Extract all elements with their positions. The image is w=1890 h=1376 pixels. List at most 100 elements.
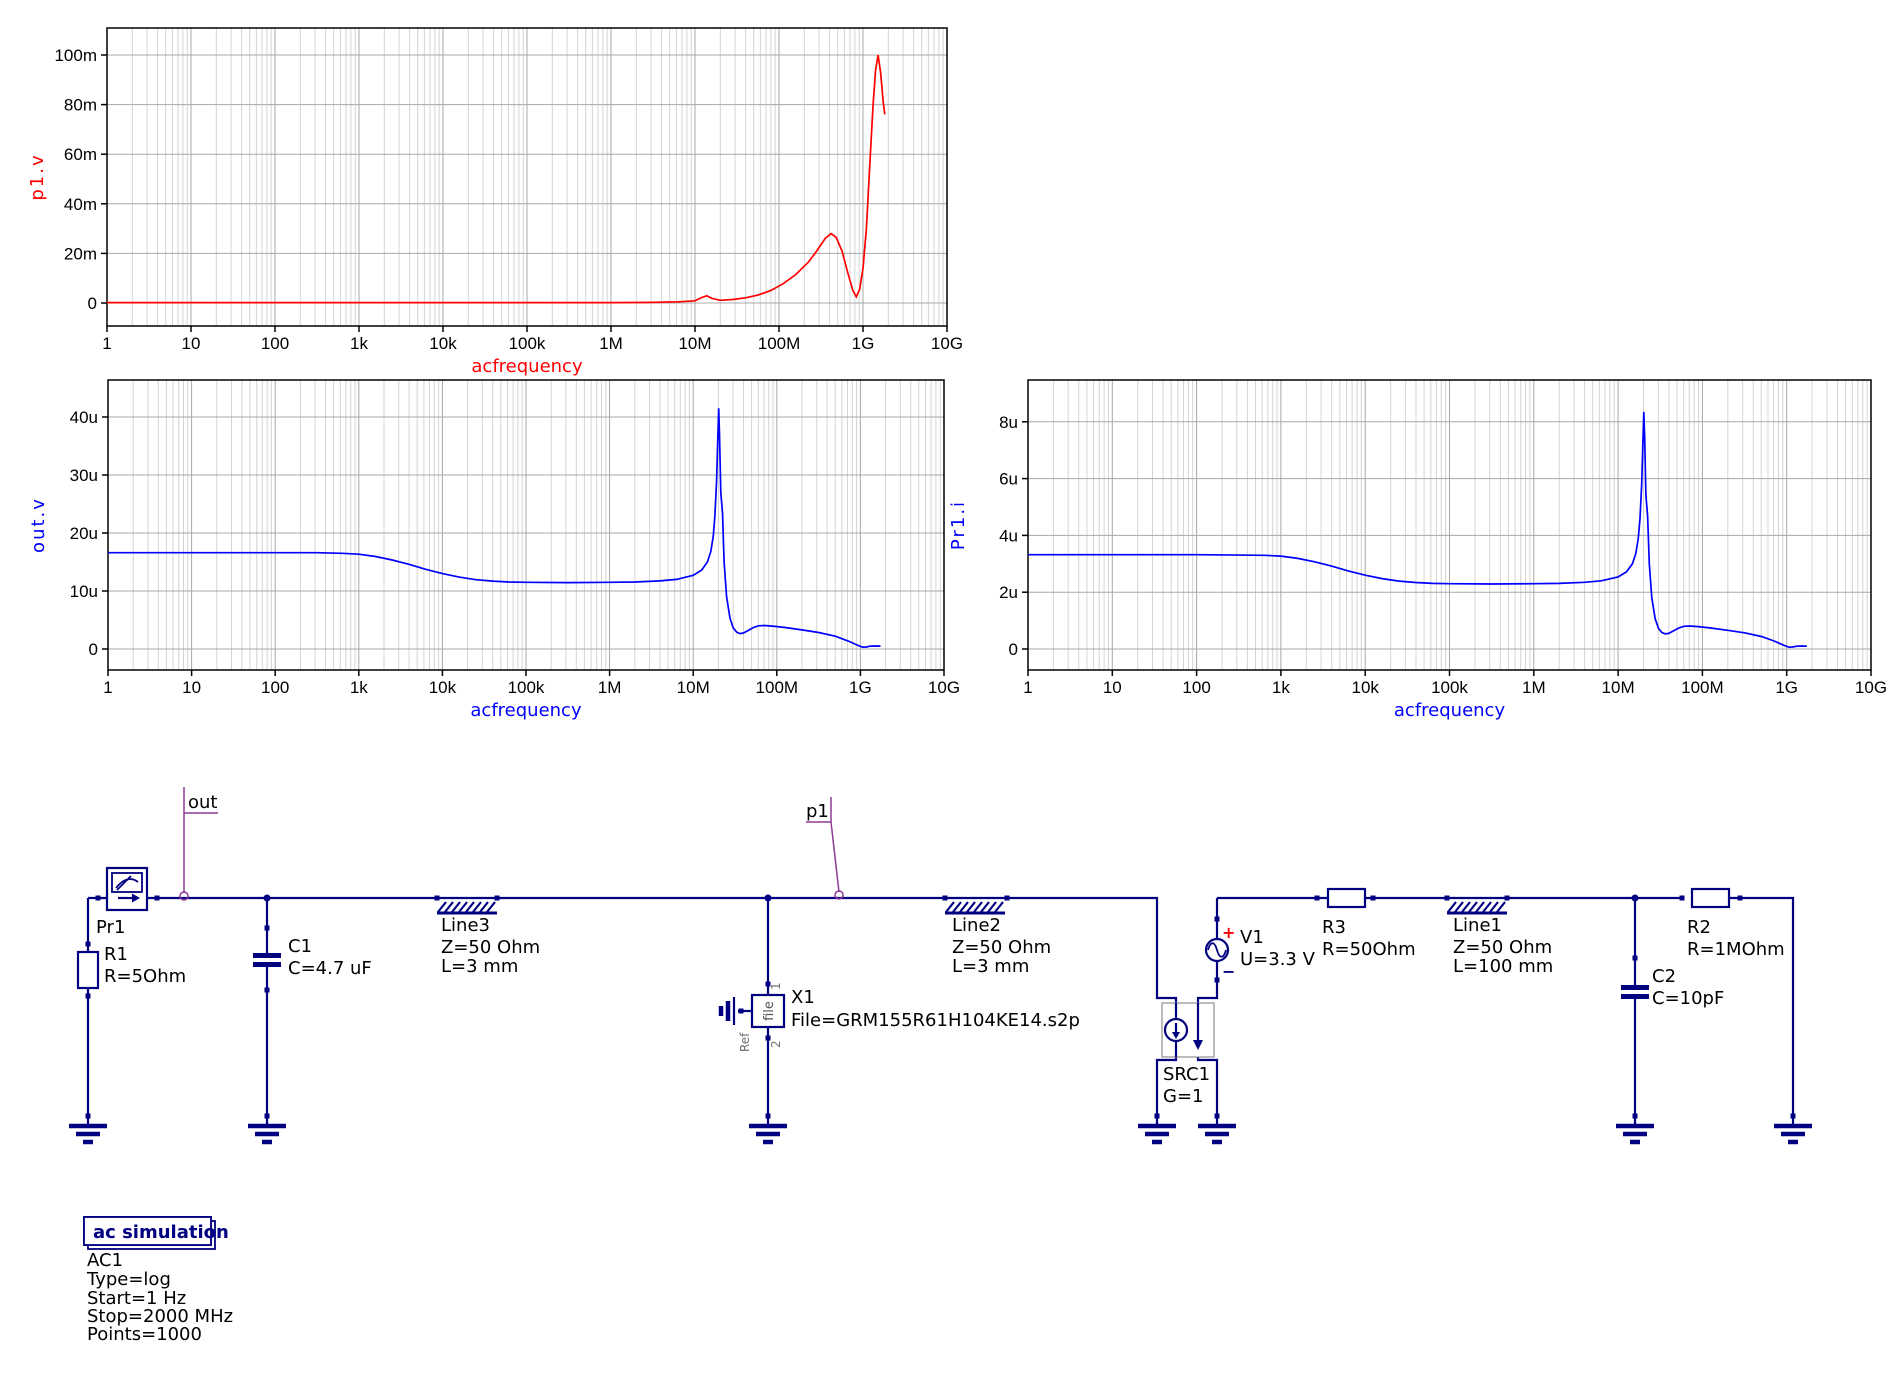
line1-z[interactable]: Z=50 Ohm — [1453, 937, 1552, 958]
line2-l[interactable]: L=3 mm — [952, 956, 1029, 977]
ground-icon[interactable] — [1138, 1114, 1176, 1143]
sim-line-type[interactable]: Type=log — [86, 1269, 171, 1290]
pin-marker — [434, 895, 440, 901]
y-tick-label: 40u — [70, 408, 98, 427]
line3-l[interactable]: L=3 mm — [441, 956, 518, 977]
wire-src1-right-gnd[interactable] — [1196, 1057, 1219, 1116]
net-label-out[interactable]: out — [179, 787, 218, 901]
component-src1[interactable]: SRC1 G=1 — [1161, 1002, 1215, 1107]
ground-icon[interactable] — [69, 1114, 107, 1143]
wire-v1-bottom[interactable] — [1196, 961, 1219, 1003]
src1-value[interactable]: G=1 — [1163, 1086, 1203, 1107]
transmission-line-icon[interactable] — [435, 900, 499, 915]
pr1-label[interactable]: Pr1 — [96, 917, 125, 938]
ground-icon[interactable] — [1616, 1114, 1654, 1143]
plot-outv[interactable]: 1 10 100 1k 10k 100k 1M 10M 100M 1G 10G 0 10u 20u 30u 4… — [28, 379, 960, 721]
c2-value[interactable]: C=10pF — [1652, 988, 1724, 1009]
pin-marker — [1370, 895, 1376, 901]
sim-box-front — [83, 1216, 212, 1246]
pin-marker — [1679, 895, 1685, 901]
y-tick-label: 0 — [88, 294, 97, 313]
line1-l[interactable]: L=100 mm — [1453, 956, 1553, 977]
x-tick-label: 100M — [758, 334, 801, 353]
component-v1[interactable]: + − V1 U=3.3 V — [1204, 923, 1316, 981]
x1-label[interactable]: X1 — [791, 987, 815, 1008]
component-r2[interactable]: R2 R=1MOhm — [1687, 887, 1785, 960]
junction-dot — [764, 894, 772, 902]
component-pr1[interactable]: Pr1 — [96, 866, 149, 938]
line3-z[interactable]: Z=50 Ohm — [441, 937, 540, 958]
transmission-line-icon[interactable] — [1445, 900, 1509, 915]
x-tick-label: 1M — [598, 678, 622, 697]
sim-title[interactable]: ac simulation — [93, 1222, 229, 1243]
y-tick-label: 60m — [64, 145, 97, 164]
component-r1[interactable]: R1 R=5Ohm — [76, 944, 186, 990]
sim-line-ac1[interactable]: AC1 — [87, 1250, 123, 1271]
component-x1[interactable]: file 1 2 Ref X1 File=GRM155R61H104KE14.s… — [718, 982, 1080, 1052]
r3-label[interactable]: R3 — [1322, 917, 1346, 938]
line1-label[interactable]: Line1 — [1453, 915, 1502, 936]
pin-marker — [942, 895, 948, 901]
wire-main[interactable] — [88, 896, 1178, 1003]
c1-label[interactable]: C1 — [288, 936, 312, 957]
x-tick-label: 100M — [756, 678, 799, 697]
r1-label[interactable]: R1 — [104, 944, 128, 965]
src1-label[interactable]: SRC1 — [1163, 1064, 1210, 1085]
r1-value[interactable]: R=5Ohm — [104, 966, 186, 987]
c2-label[interactable]: C2 — [1652, 966, 1676, 987]
resistor-icon[interactable] — [76, 950, 100, 990]
ground-icon[interactable] — [248, 1114, 286, 1143]
sim-line-start[interactable]: Start=1 Hz — [87, 1288, 186, 1309]
plot-pr1i[interactable]: 1 10 100 1k 10k 100k 1M 10M 100M 1G 10G 0 2u 4u 6u 8u ac… — [948, 379, 1887, 721]
r2-label[interactable]: R2 — [1687, 917, 1711, 938]
y-tick-label: 80m — [64, 96, 97, 115]
wire-src1-left-gnd[interactable] — [1155, 1057, 1178, 1116]
resistor-icon[interactable] — [1326, 887, 1367, 909]
x-tick-label: 1 — [102, 334, 111, 353]
component-c1[interactable]: C1 C=4.7 uF — [253, 936, 372, 979]
wire-r2-right[interactable] — [1729, 896, 1795, 1116]
wires[interactable] — [86, 896, 1795, 1116]
x-tick-label: 1G — [852, 334, 875, 353]
out-net-label[interactable]: out — [188, 792, 217, 813]
y-axis-label: out.v — [28, 497, 49, 553]
component-line2[interactable]: Line2 Z=50 Ohm L=3 mm — [943, 900, 1051, 977]
capacitor-icon[interactable] — [1621, 985, 1649, 999]
component-line1[interactable]: Line1 Z=50 Ohm L=100 mm — [1445, 900, 1553, 977]
component-c2[interactable]: C2 C=10pF — [1621, 966, 1724, 1009]
p1-net-label[interactable]: p1 — [806, 801, 829, 822]
net-label-p1[interactable]: p1 — [806, 797, 844, 900]
y-tick-label: 100m — [54, 46, 97, 65]
ground-icon[interactable] — [749, 1114, 787, 1143]
ammeter-icon[interactable] — [105, 866, 149, 912]
x1-pin2-label: 2 — [769, 1040, 783, 1048]
r3-value[interactable]: R=50Ohm — [1322, 939, 1416, 960]
capacitor-icon[interactable] — [253, 953, 281, 967]
ground-icon[interactable] — [1774, 1114, 1812, 1143]
v1-label[interactable]: V1 — [1240, 927, 1264, 948]
r2-value[interactable]: R=1MOhm — [1687, 939, 1785, 960]
line2-label[interactable]: Line2 — [952, 915, 1001, 936]
x-tick-label: 100 — [261, 678, 289, 697]
sim-line-points[interactable]: Points=1000 — [87, 1324, 202, 1345]
resistor-icon[interactable] — [1690, 887, 1731, 909]
line2-z[interactable]: Z=50 Ohm — [952, 937, 1051, 958]
x-tick-label: 10k — [429, 334, 457, 353]
ground-icon[interactable] — [1198, 1114, 1236, 1143]
x1-body-label: file — [762, 1001, 777, 1021]
sim-line-stop[interactable]: Stop=2000 MHz — [87, 1306, 233, 1327]
component-r3[interactable]: R3 R=50Ohm — [1322, 887, 1416, 960]
y-tick-label: 6u — [999, 470, 1018, 489]
v1-value[interactable]: U=3.3 V — [1240, 949, 1316, 970]
meter-needle-icon — [116, 875, 132, 891]
x-tick-label: 10k — [1351, 678, 1379, 697]
ac-simulation-block[interactable]: ac simulation AC1 Type=log Start=1 Hz St… — [83, 1216, 233, 1345]
x-tick-label: 1M — [1522, 678, 1546, 697]
c1-value[interactable]: C=4.7 uF — [288, 958, 372, 979]
x1-value[interactable]: File=GRM155R61H104KE14.s2p — [791, 1010, 1080, 1031]
line3-label[interactable]: Line3 — [441, 915, 490, 936]
transmission-line-icon[interactable] — [943, 900, 1007, 915]
component-line3[interactable]: Line3 Z=50 Ohm L=3 mm — [435, 900, 540, 977]
plot-p1v[interactable]: 1 10 100 1k 10k 100k 1M 10M 100M 1G 10G 0 20m 40m 60m 8… — [27, 27, 963, 377]
